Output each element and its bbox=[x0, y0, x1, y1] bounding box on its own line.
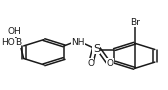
Text: OH: OH bbox=[8, 27, 22, 36]
Text: O: O bbox=[106, 58, 113, 68]
Text: S: S bbox=[93, 44, 100, 54]
Text: NH: NH bbox=[71, 38, 85, 47]
Text: Br: Br bbox=[130, 18, 140, 27]
Text: HO: HO bbox=[2, 38, 15, 47]
Text: O: O bbox=[87, 58, 94, 68]
Text: B: B bbox=[15, 38, 21, 47]
